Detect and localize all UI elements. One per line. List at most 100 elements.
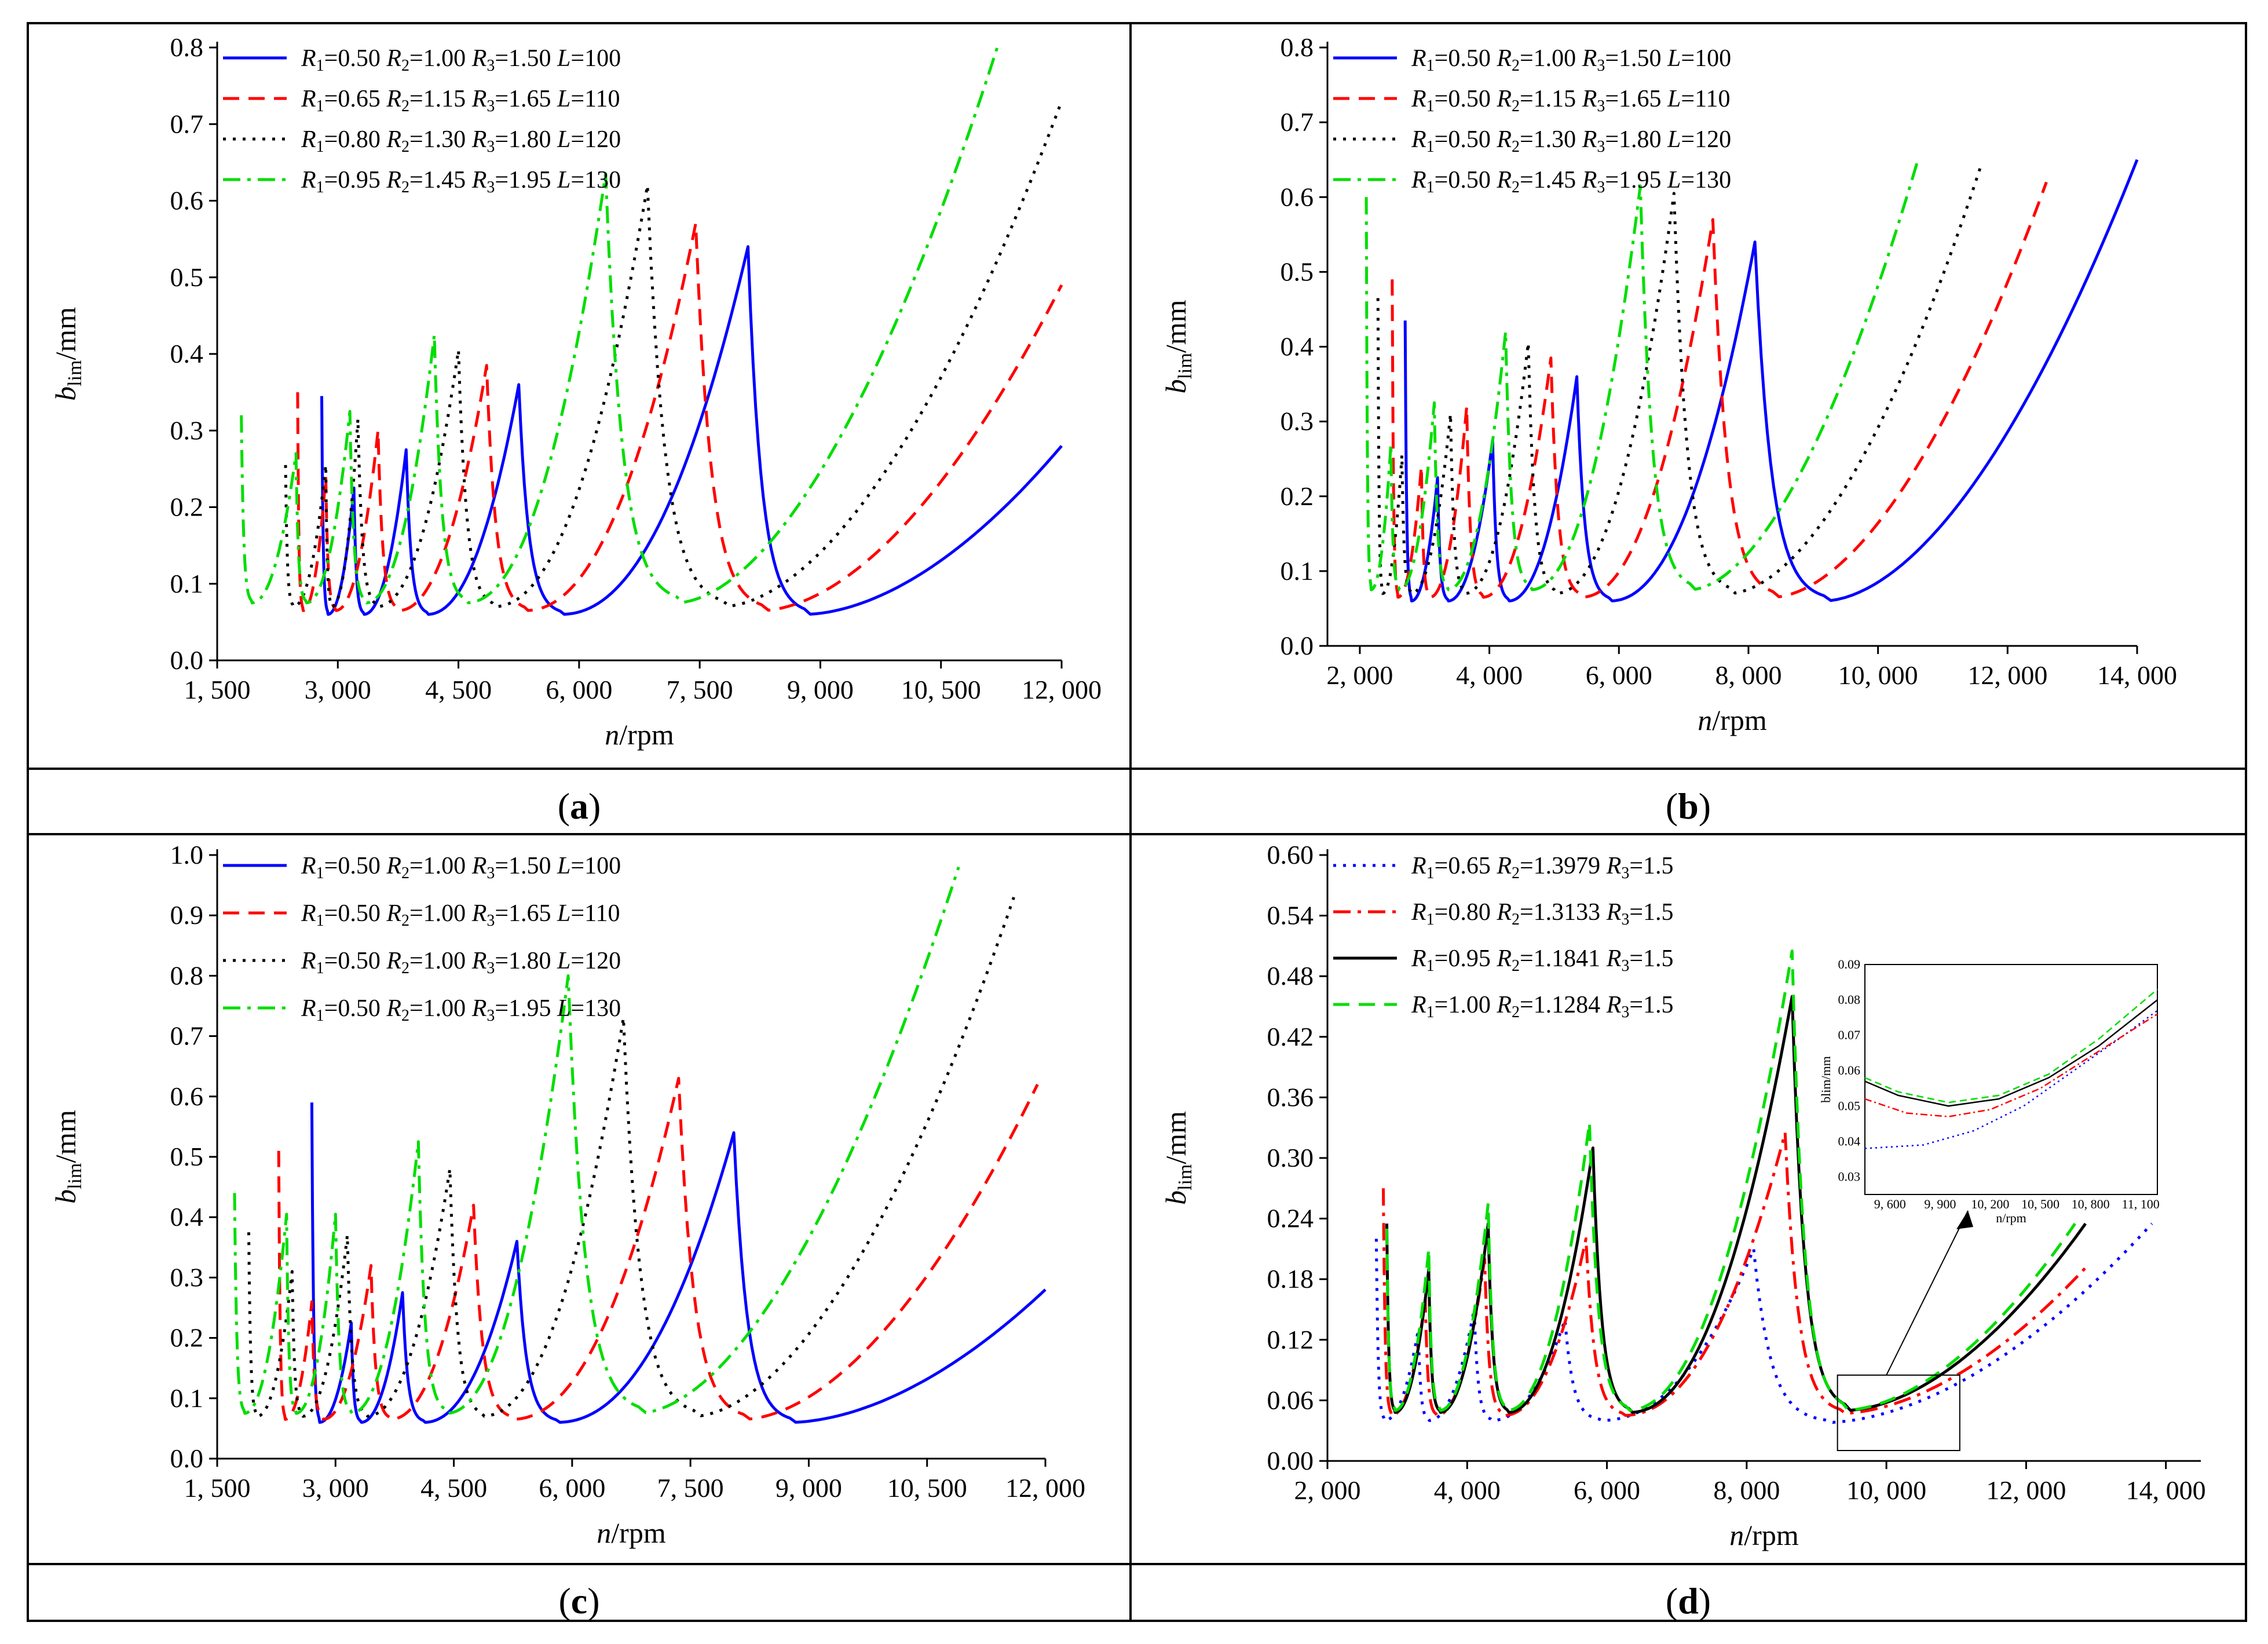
legend-var: L xyxy=(557,167,570,193)
x-tick-label: 10, 500 xyxy=(901,675,981,704)
caption-close: ) xyxy=(1699,786,1711,827)
legend-val: =1.95 xyxy=(1605,167,1667,193)
y-tick-label: 0.9 xyxy=(170,900,204,930)
y-axis-label: blim/mm xyxy=(49,1110,86,1204)
series-blue-line xyxy=(320,245,1063,616)
legend-val: =1.5 xyxy=(1629,899,1673,926)
x-tick-label: 4, 000 xyxy=(1456,660,1523,690)
legend-val: =110 xyxy=(570,900,620,927)
legend-var: R xyxy=(386,86,401,112)
y-tick-label: 0.3 xyxy=(170,1262,204,1292)
legend-val: =120 xyxy=(570,948,621,974)
legend: R1=0.65 R2=1.3979 R3=1.5R1=0.80 R2=1.313… xyxy=(1333,853,1674,1021)
x-tick-label: 2, 000 xyxy=(1326,660,1393,690)
legend-var: R xyxy=(1411,899,1426,926)
legend-sub: 3 xyxy=(1621,957,1629,975)
legend-var: R xyxy=(301,948,316,974)
legend-entry: R1=0.65 R2=1.15 R3=1.65 L=110 xyxy=(301,86,620,115)
inset-y-tick-label: 0.05 xyxy=(1838,1098,1861,1113)
y-tick-label: 0.7 xyxy=(170,109,204,138)
legend-sub: 2 xyxy=(1512,97,1520,115)
y-axis-label: blim/mm xyxy=(49,307,86,401)
zoom-box xyxy=(1837,1374,1960,1451)
caption-letter: a xyxy=(570,786,588,827)
y-tick-label: 0.5 xyxy=(1281,257,1314,286)
x-tick-label: 9, 000 xyxy=(787,675,854,704)
x-tick-label: 6, 000 xyxy=(1586,660,1652,690)
legend-var: R xyxy=(301,853,316,879)
legend-sub: 2 xyxy=(1512,178,1520,196)
x-tick-label: 1, 500 xyxy=(184,675,251,704)
legend-sub: 3 xyxy=(486,959,495,977)
x-axis-label-unit: /rpm xyxy=(619,718,674,751)
series-red-line xyxy=(296,222,1063,612)
legend-sub: 2 xyxy=(401,1007,409,1025)
x-axis-label-unit: /rpm xyxy=(1744,1519,1799,1551)
series-green-line xyxy=(240,47,999,605)
inset-x-tick-label: 9, 900 xyxy=(1924,1197,1956,1211)
series-blue-line xyxy=(310,1102,1047,1424)
legend-entry: R1=1.00 R2=1.1284 R3=1.5 xyxy=(1411,992,1674,1021)
legend-var: L xyxy=(557,126,570,153)
legend-var: R xyxy=(471,86,487,112)
x-tick-label: 3, 000 xyxy=(302,1473,369,1503)
legend-sub: 1 xyxy=(1426,911,1435,929)
caption-close: ) xyxy=(587,1580,599,1621)
inset-y-tick-label: 0.06 xyxy=(1838,1063,1861,1077)
legend-val: =0.50 xyxy=(1435,45,1497,72)
legend-var: R xyxy=(386,45,401,72)
caption-letter: b xyxy=(1678,786,1699,827)
zoom-arrow xyxy=(1886,1210,1969,1376)
legend-val: =1.00 xyxy=(1435,992,1497,1018)
legend-sub: 3 xyxy=(1621,911,1629,929)
plots-layer: 1, 500 3, 000 4, 500 6, 000 7, 500 9, 000 10, … xyxy=(49,32,2206,1621)
legend-var: L xyxy=(1667,167,1681,193)
x-tick-label: 12, 000 xyxy=(1967,660,2047,690)
legend-entry: R1=0.50 R2=1.45 R3=1.95 L=130 xyxy=(1411,167,1731,196)
legend-var: R xyxy=(1411,992,1426,1018)
y-tick-label: 0.00 xyxy=(1267,1446,1314,1475)
panel-caption: (c) xyxy=(558,1580,599,1621)
series-green-line xyxy=(233,867,960,1415)
legend-val: =1.00 xyxy=(1520,45,1582,72)
legend-sub: 1 xyxy=(1426,1003,1435,1021)
legend-sub: 2 xyxy=(1512,911,1520,929)
x-tick-label: 4, 000 xyxy=(1434,1475,1501,1505)
panel-caption: (b) xyxy=(1666,786,1711,827)
caption-open: ( xyxy=(558,786,570,827)
inset-y-label: blim/mm xyxy=(1819,1056,1833,1103)
inset-x-tick-label: 10, 200 xyxy=(1971,1197,2009,1211)
legend-val: =0.50 xyxy=(1435,167,1497,193)
legend-val: =1.00 xyxy=(409,900,472,927)
legend-val: =1.3133 xyxy=(1520,899,1607,926)
legend-val: =1.45 xyxy=(409,167,472,193)
y-tick-label: 0.7 xyxy=(170,1021,204,1051)
legend-val: =0.65 xyxy=(324,86,387,112)
legend-var: R xyxy=(386,853,401,879)
legend-var: R xyxy=(471,45,487,72)
legend-sub: 1 xyxy=(1426,97,1435,115)
legend-val: =1.80 xyxy=(495,948,557,974)
y-axis-label-unit: /mm xyxy=(1159,1111,1192,1164)
legend-entry: R1=0.50 R2=1.00 R3=1.50 L=100 xyxy=(1411,45,1731,75)
x-tick-label: 14, 000 xyxy=(2126,1475,2206,1505)
legend-sub: 2 xyxy=(1512,957,1520,975)
x-axis-label: n/rpm xyxy=(605,718,674,751)
legend-sub: 1 xyxy=(1426,864,1435,882)
x-tick-label: 2, 000 xyxy=(1294,1475,1361,1505)
legend-var: R xyxy=(1496,853,1512,879)
caption-open: ( xyxy=(1666,786,1678,827)
legend-sub: 2 xyxy=(1512,864,1520,882)
legend: R1=0.50 R2=1.00 R3=1.50 L=100 R1=0.50 R2=… xyxy=(1333,45,1731,196)
x-tick-label: 10, 000 xyxy=(1846,1475,1926,1505)
legend-entry: R1=0.50 R2=1.30 R3=1.80 L=120 xyxy=(1411,126,1731,156)
legend-var: L xyxy=(557,45,570,72)
x-axis-label-var: n xyxy=(597,1517,611,1549)
y-tick-label: 1.0 xyxy=(170,840,204,870)
series-black-line xyxy=(247,897,1015,1418)
series-red-line xyxy=(277,1077,1039,1421)
legend-val: =1.65 xyxy=(495,86,557,112)
legend-sub: 1 xyxy=(316,912,324,930)
series-blue-line xyxy=(1403,159,2139,602)
legend-val: =1.65 xyxy=(495,900,557,927)
